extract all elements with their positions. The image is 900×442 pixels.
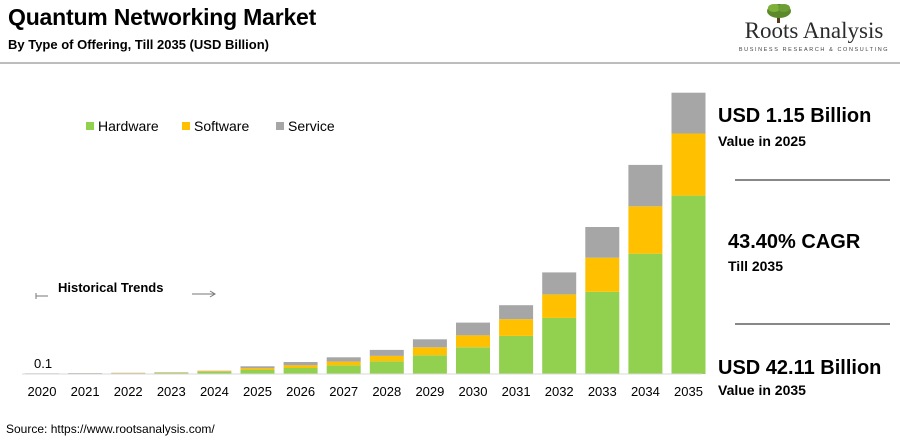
start-value-label: 0.1 bbox=[34, 356, 52, 371]
bar-service-2026 bbox=[283, 362, 318, 366]
bar-hardware-2025 bbox=[240, 370, 275, 374]
chart-bars bbox=[25, 92, 706, 374]
x-tick-label: 2032 bbox=[545, 384, 574, 399]
bar-software-2029 bbox=[412, 347, 447, 356]
bar-software-2033 bbox=[585, 257, 620, 292]
x-tick-label: 2026 bbox=[286, 384, 315, 399]
stat-2035-label: Value in 2035 bbox=[718, 382, 806, 398]
bar-service-2031 bbox=[499, 305, 534, 320]
header-divider bbox=[0, 62, 900, 64]
chart-annotations: Historical Trends 0.1 bbox=[34, 280, 216, 371]
stat-cagr-label: Till 2035 bbox=[728, 258, 784, 274]
bar-hardware-2035 bbox=[671, 195, 706, 374]
x-tick-label: 2023 bbox=[157, 384, 186, 399]
legend-swatch-software bbox=[182, 122, 190, 130]
x-tick-label: 2024 bbox=[200, 384, 229, 399]
bar-software-2024 bbox=[197, 371, 232, 372]
legend-label-hardware: Hardware bbox=[98, 118, 159, 134]
bar-software-2028 bbox=[369, 356, 404, 362]
bar-hardware-2028 bbox=[369, 361, 404, 374]
legend-swatch-service bbox=[276, 122, 284, 130]
chart-subtitle: By Type of Offering, Till 2035 (USD Bill… bbox=[8, 37, 269, 52]
bar-service-2033 bbox=[585, 227, 620, 258]
x-tick-label: 2022 bbox=[114, 384, 143, 399]
bar-hardware-2034 bbox=[628, 253, 663, 374]
bar-service-2034 bbox=[628, 164, 663, 207]
x-tick-label: 2028 bbox=[372, 384, 401, 399]
bar-hardware-2033 bbox=[585, 291, 620, 374]
stat-divider bbox=[735, 179, 890, 181]
historical-trends-label: Historical Trends bbox=[58, 280, 163, 295]
bar-hardware-2024 bbox=[197, 372, 232, 374]
bar-hardware-2032 bbox=[542, 317, 577, 374]
x-tick-label: 2029 bbox=[415, 384, 444, 399]
logo-tagline: BUSINESS RESEARCH & CONSULTING bbox=[738, 47, 890, 53]
stacked-bar-chart: Hardware Software Service Historical Trend… bbox=[22, 92, 706, 399]
bar-service-2029 bbox=[412, 339, 447, 348]
bar-software-2026 bbox=[283, 365, 318, 368]
x-tick-label: 2033 bbox=[588, 384, 617, 399]
legend-label-software: Software bbox=[194, 118, 249, 134]
bar-service-2028 bbox=[369, 349, 404, 356]
bar-software-2027 bbox=[326, 361, 361, 366]
bar-hardware-2029 bbox=[412, 355, 447, 374]
bar-service-2027 bbox=[326, 357, 361, 362]
bar-service-2030 bbox=[456, 322, 490, 336]
source-citation: Source: https://www.rootsanalysis.com/ bbox=[6, 422, 215, 436]
bar-service-2032 bbox=[542, 272, 577, 295]
bar-software-2034 bbox=[628, 206, 663, 254]
bar-hardware-2030 bbox=[456, 347, 490, 374]
bar-hardware-2031 bbox=[499, 335, 534, 374]
x-tick-label: 2034 bbox=[631, 384, 660, 399]
stat-2025-value: USD 1.15 Billion bbox=[718, 105, 872, 127]
bar-software-2032 bbox=[542, 294, 577, 318]
x-tick-label: 2025 bbox=[243, 384, 272, 399]
logo-name: Roots Analysis bbox=[744, 18, 884, 43]
chart-legend: Hardware Software Service bbox=[86, 118, 335, 134]
historical-arrow-head bbox=[209, 290, 216, 298]
x-tick-label: 2020 bbox=[28, 384, 57, 399]
bar-service-2025 bbox=[240, 366, 275, 369]
bar-software-2031 bbox=[499, 319, 534, 336]
stat-2035-value: USD 42.11 Billion bbox=[718, 357, 882, 379]
bar-software-2025 bbox=[240, 368, 275, 370]
x-tick-label: 2035 bbox=[674, 384, 703, 399]
x-tick-label: 2031 bbox=[502, 384, 531, 399]
bar-software-2035 bbox=[671, 133, 706, 196]
tree-icon bbox=[767, 4, 791, 23]
stat-cagr-value: 43.40% CAGR bbox=[728, 231, 861, 253]
roots-analysis-logo: Roots Analysis BUSINESS RESEARCH & CONSU… bbox=[730, 2, 898, 60]
stat-2025-label: Value in 2025 bbox=[718, 133, 806, 149]
bar-service-2024 bbox=[197, 370, 232, 372]
bar-service-2035 bbox=[671, 92, 706, 134]
x-tick-label: 2027 bbox=[329, 384, 358, 399]
bar-software-2030 bbox=[456, 335, 490, 348]
bar-hardware-2026 bbox=[283, 368, 318, 374]
chart-title: Quantum Networking Market bbox=[8, 4, 317, 30]
legend-label-service: Service bbox=[288, 118, 335, 134]
x-tick-label: 2021 bbox=[71, 384, 100, 399]
bar-hardware-2027 bbox=[326, 365, 361, 374]
x-axis-ticks: 2020 2021 2022 2023 2024 2025 2026 2027 2028 2029… bbox=[28, 384, 703, 399]
stat-divider bbox=[735, 323, 890, 325]
legend-swatch-hardware bbox=[86, 122, 94, 130]
x-tick-label: 2030 bbox=[459, 384, 488, 399]
